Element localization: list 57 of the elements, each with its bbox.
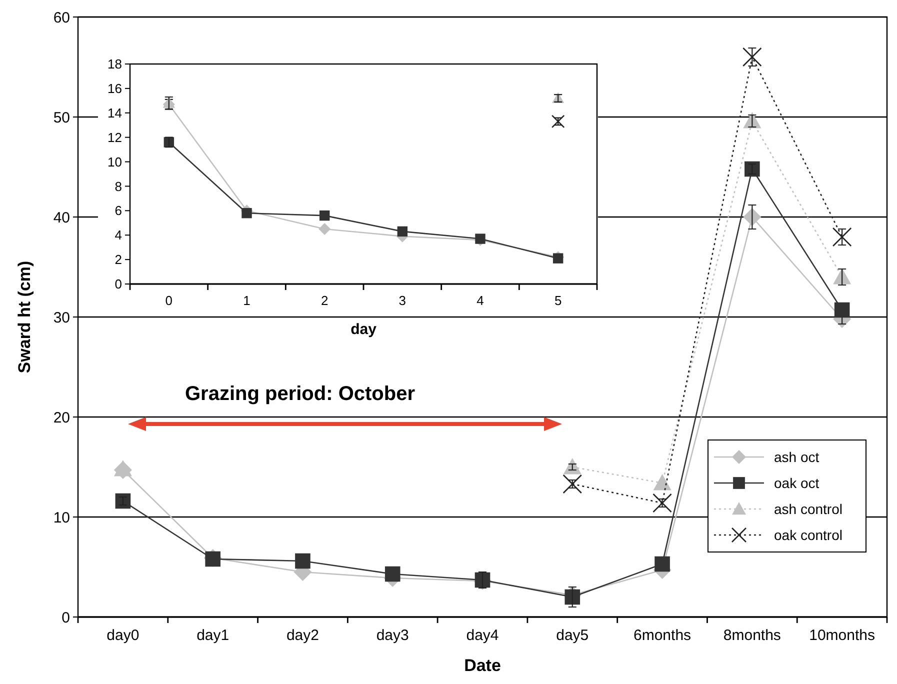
x-axis-title: day <box>350 321 378 338</box>
point <box>834 302 850 318</box>
point <box>295 553 310 569</box>
y-tick-label: 30 <box>53 309 70 326</box>
annotation: Grazing period: October <box>184 383 416 405</box>
point <box>397 226 408 237</box>
y-tick-label: 12 <box>108 130 122 145</box>
y-tick-label: 14 <box>108 105 122 120</box>
point <box>832 227 852 247</box>
y-tick-label: 8 <box>114 178 122 194</box>
x-tick-label: 5 <box>554 293 562 308</box>
y-tick-label: 6 <box>114 203 122 218</box>
legend-label: ash oct <box>774 448 820 465</box>
x-tick-label: 1 <box>243 293 250 308</box>
point <box>652 493 672 513</box>
x-tick-label: day2 <box>286 627 319 644</box>
y-tick-label: 10 <box>53 509 70 526</box>
x-tick-label: day0 <box>106 627 140 644</box>
point <box>242 208 252 218</box>
x-tick-label: 8months <box>723 627 781 644</box>
point <box>318 223 331 235</box>
point <box>654 556 670 572</box>
x-tick-label: day5 <box>556 627 589 644</box>
y-tick-label: 0 <box>62 609 70 626</box>
legend-label: oak control <box>774 526 842 543</box>
y-tick-label: 50 <box>53 109 70 126</box>
y-tick-label: 20 <box>53 409 70 426</box>
point <box>742 47 762 67</box>
x-tick-label: 0 <box>165 293 173 308</box>
y-tick-label: 60 <box>53 9 70 26</box>
x-tick-label: day1 <box>196 627 230 644</box>
x-axis-title: Date <box>464 656 501 675</box>
y-tick-label: 10 <box>108 154 122 170</box>
y-axis-title: Sward ht (cm) <box>15 260 34 374</box>
x-tick-label: 10months <box>809 627 875 644</box>
y-tick-label: 16 <box>108 80 122 96</box>
y-tick-label: 4 <box>114 228 122 243</box>
y-tick-label: 0 <box>114 276 122 292</box>
point <box>562 474 582 494</box>
x-tick-label: 4 <box>476 293 484 308</box>
point <box>653 474 672 490</box>
point <box>384 566 400 582</box>
x-tick-label: 3 <box>398 293 406 308</box>
legend-label: oak oct <box>774 474 820 491</box>
y-tick-label: 18 <box>108 56 122 72</box>
x-tick-label: day4 <box>466 627 499 644</box>
point <box>319 210 330 221</box>
point <box>115 493 131 509</box>
y-tick-label: 2 <box>114 252 122 268</box>
x-tick-label: 2 <box>320 293 328 308</box>
x-tick-label: day3 <box>376 627 409 644</box>
point <box>744 161 760 177</box>
y-tick-label: 40 <box>53 209 70 226</box>
legend-label: ash control <box>774 500 842 517</box>
point <box>551 114 565 128</box>
x-tick-label: 6months <box>634 627 692 644</box>
point <box>564 589 580 605</box>
